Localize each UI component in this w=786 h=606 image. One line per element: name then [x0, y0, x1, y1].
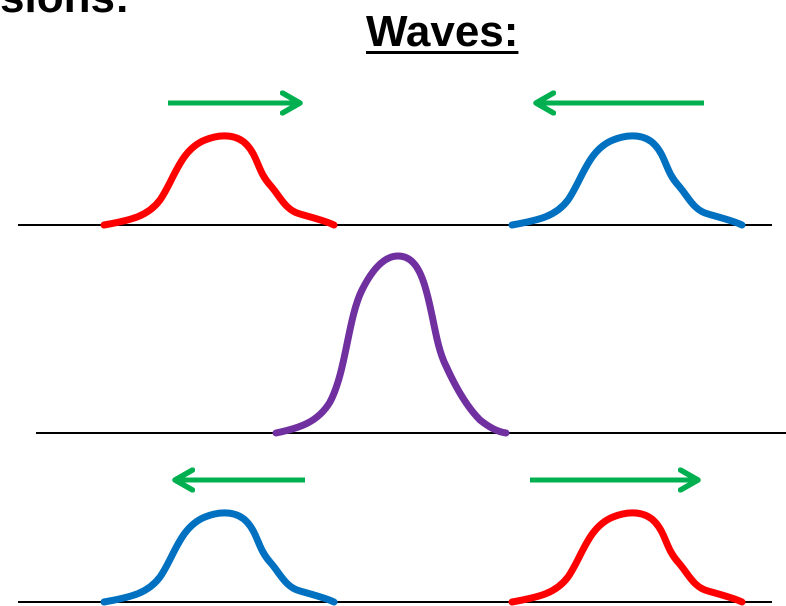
stage-before [18, 103, 772, 229]
blue-pulse-bottom [100, 509, 338, 606]
page-title: Waves: [366, 7, 519, 56]
blue-pulse-top [508, 132, 746, 229]
purple-pulse-middle [272, 252, 510, 437]
stage-after [18, 480, 772, 606]
red-pulse-bottom [508, 509, 746, 606]
red-pulse-top [100, 132, 338, 229]
heading-fragment: sions: [0, 0, 130, 20]
stage-overlap [36, 252, 786, 437]
